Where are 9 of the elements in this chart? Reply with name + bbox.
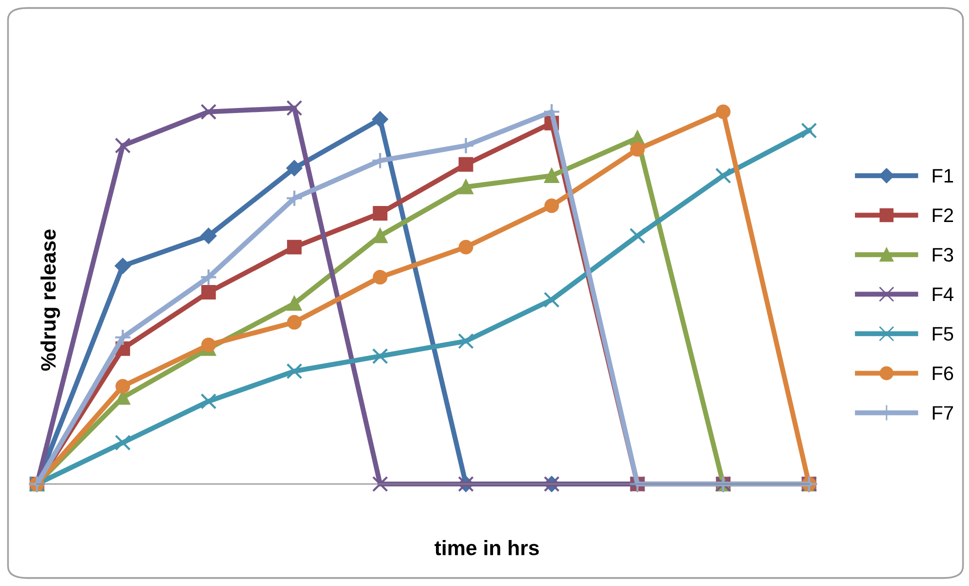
legend-label: F2	[932, 208, 953, 222]
legend-label: F6	[932, 366, 954, 380]
y-axis-title: %drug release	[40, 229, 60, 371]
x-axis-title: time in hrs	[434, 540, 539, 556]
legend-label: F3	[932, 248, 954, 262]
legend-label: F5	[932, 327, 954, 341]
legend-label: F1	[932, 169, 954, 182]
legend-label: F7	[932, 406, 953, 420]
legend-label: F4	[932, 288, 954, 302]
